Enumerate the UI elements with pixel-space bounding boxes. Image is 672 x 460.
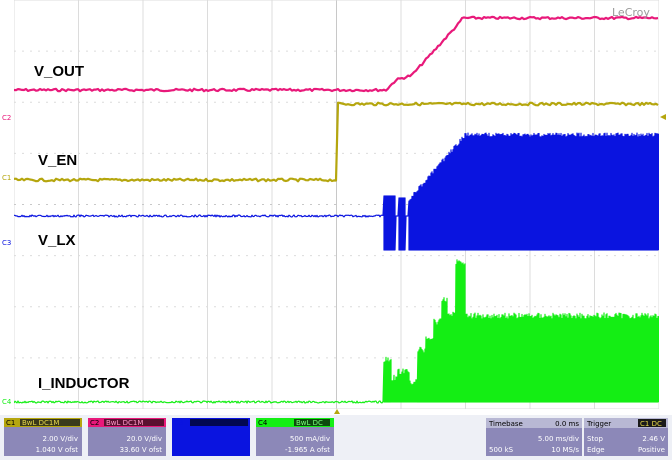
c1-descriptor[interactable]: C1 BwL DC1M 2.00 V/div 1.040 V ofst <box>4 418 82 456</box>
marker-c2[interactable]: C2 <box>2 114 11 122</box>
svg-text:C1 DC: C1 DC <box>640 420 662 428</box>
brand-logo: LeCroy <box>612 6 650 19</box>
svg-text:C3: C3 <box>174 419 183 427</box>
marker-c4[interactable]: C4 <box>2 398 12 406</box>
svg-text:BwL DC1M: BwL DC1M <box>22 419 59 427</box>
svg-text:BwL DC: BwL DC <box>296 419 323 427</box>
label-v-lx: V_LX <box>38 232 76 249</box>
waveform-c1-v-en <box>14 101 659 183</box>
trigger-time-marker[interactable] <box>334 409 340 414</box>
svg-text:Positive: Positive <box>638 446 665 454</box>
svg-text:C1: C1 <box>6 419 15 427</box>
waveform-c3-v-lx <box>14 132 659 251</box>
timebase-panel[interactable]: Timebase 0.0 ms 5.00 ms/div 500 kS 10 MS… <box>486 418 582 456</box>
svg-text:Timebase: Timebase <box>488 420 523 428</box>
svg-text:-1.965 A ofst: -1.965 A ofst <box>285 446 330 454</box>
svg-text:2.00 V/div: 2.00 V/div <box>43 435 79 443</box>
svg-text:C4: C4 <box>258 419 268 427</box>
svg-text:BwL DC1M: BwL DC1M <box>106 419 143 427</box>
svg-text:0.0 ms: 0.0 ms <box>555 420 579 428</box>
c3-descriptor[interactable]: C3 <box>172 418 250 456</box>
label-v-out: V_OUT <box>34 63 84 80</box>
svg-text:C2: C2 <box>90 419 99 427</box>
marker-c3[interactable]: C3 <box>2 239 11 247</box>
waveform-c2-v-out <box>14 15 659 93</box>
label-i-inductor: I_INDUCTOR <box>38 375 130 392</box>
svg-text:2.46 V: 2.46 V <box>642 435 665 443</box>
trigger-panel[interactable]: Trigger C1 DC Stop 2.46 V Edge Positive <box>584 418 668 456</box>
c2-descriptor[interactable]: C2 BwL DC1M 20.0 V/div 33.60 V ofst <box>88 418 166 456</box>
svg-text:Edge: Edge <box>587 446 605 454</box>
waveform-c4-i-inductor <box>14 259 659 404</box>
trigger-level-marker[interactable] <box>660 114 666 120</box>
svg-text:500 mA/div: 500 mA/div <box>290 435 330 443</box>
c4-descriptor[interactable]: C4 BwL DC 500 mA/div -1.965 A ofst <box>256 418 334 456</box>
svg-text:10 MS/s: 10 MS/s <box>551 446 579 454</box>
svg-text:33.60 V ofst: 33.60 V ofst <box>120 446 163 454</box>
svg-text:500 kS: 500 kS <box>489 446 514 454</box>
label-v-en: V_EN <box>38 152 77 169</box>
waveforms <box>14 15 659 404</box>
svg-text:Stop: Stop <box>587 435 603 443</box>
svg-text:1.040 V ofst: 1.040 V ofst <box>36 446 79 454</box>
svg-text:20.0 V/div: 20.0 V/div <box>127 435 163 443</box>
svg-text:5.00 ms/div: 5.00 ms/div <box>538 435 579 443</box>
marker-c1[interactable]: C1 <box>2 174 11 182</box>
svg-text:Trigger: Trigger <box>586 420 611 428</box>
